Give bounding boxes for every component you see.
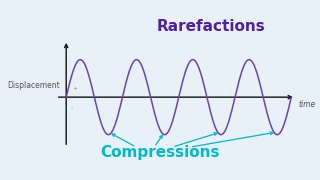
Text: +: + <box>73 86 78 91</box>
Text: Rarefactions: Rarefactions <box>156 19 265 33</box>
Text: Displacement: Displacement <box>7 81 60 90</box>
Text: Compressions: Compressions <box>100 145 220 160</box>
Text: -: - <box>71 106 73 111</box>
Text: time: time <box>299 100 316 109</box>
